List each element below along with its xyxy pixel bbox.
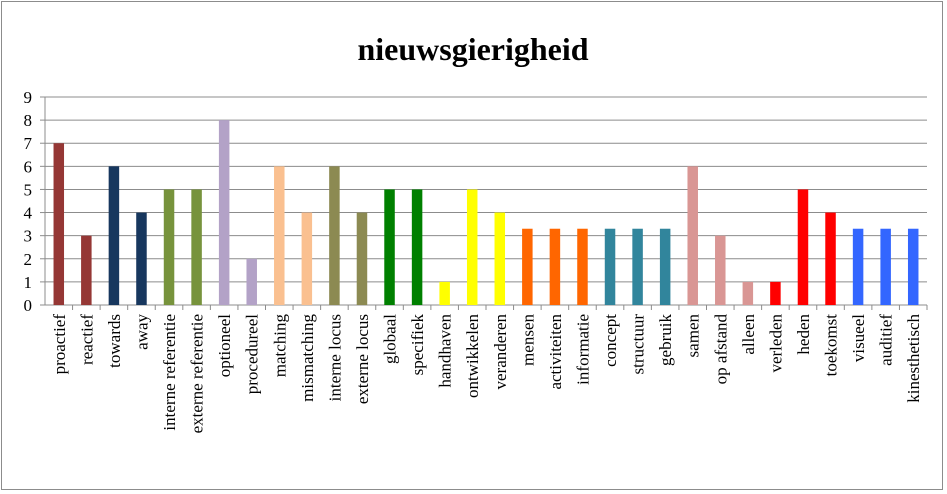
bar-mismatching: [301, 212, 313, 305]
bar-ontwikkelen: [466, 189, 478, 305]
y-tick-label: 1: [24, 273, 33, 292]
x-category-label: auditief: [877, 314, 896, 366]
bar-auditief: [880, 228, 891, 305]
bar-veranderen: [494, 212, 506, 305]
bar-globaal: [384, 189, 395, 305]
bar-concept: [604, 228, 616, 305]
gridlines: [45, 96, 927, 283]
y-tick-label: 0: [24, 296, 33, 315]
bar-procedureel: [246, 258, 257, 305]
bar-samen: [687, 166, 698, 305]
bar-toekomst: [825, 212, 836, 305]
y-tick-labels: 0 1 2 3 4 5 6 7 8 9: [24, 88, 33, 315]
y-tick-label: 5: [24, 180, 33, 199]
chart-title: nieuwsgierigheid: [357, 31, 588, 67]
x-category-label: activiteiten: [546, 314, 565, 390]
bar-visueel: [852, 228, 864, 305]
x-category-label: verleden: [766, 314, 785, 373]
x-category-label: globaal: [381, 314, 400, 364]
bar-away: [136, 212, 147, 305]
y-tick-label: 9: [24, 88, 33, 107]
x-category-label: gebruik: [656, 314, 675, 366]
y-tick-label: 4: [24, 204, 33, 223]
x-category-label: reactief: [77, 314, 96, 365]
bar-kinesthetisch: [907, 228, 919, 305]
bar-interne-locus: [329, 166, 340, 305]
x-category-label: op afstand: [711, 314, 730, 385]
bar-externe-referentie: [191, 189, 202, 305]
x-category-label: concept: [601, 314, 620, 367]
x-category-label: mensen: [518, 314, 537, 366]
x-category-labels: proactief reactief towards away interne refe…: [50, 314, 923, 434]
x-category-label: matching: [270, 314, 289, 378]
bar-structuur: [632, 228, 643, 305]
bar-heden: [797, 189, 809, 305]
bar-interne-referentie: [163, 189, 175, 305]
bar-optioneel: [218, 120, 230, 305]
x-category-label: informatie: [573, 314, 592, 385]
x-category-label: interne referentie: [160, 314, 179, 431]
y-tick-label: 2: [24, 250, 33, 269]
bar-proactief: [53, 143, 65, 305]
bar-verleden: [770, 281, 781, 305]
x-category-label: away: [132, 314, 151, 350]
x-category-label: externe locus: [353, 314, 372, 404]
bar-towards: [108, 166, 120, 305]
x-category-label: toekomst: [822, 314, 841, 377]
bar-matching: [274, 166, 285, 305]
bars: [53, 120, 919, 305]
x-category-label: heden: [794, 314, 813, 355]
x-category-label: interne locus: [325, 314, 344, 401]
x-category-label: kinesthetisch: [904, 314, 923, 403]
bar-gebruik: [659, 228, 671, 305]
bar-mensen: [522, 228, 533, 305]
x-category-label: procedureel: [243, 314, 262, 395]
bar-alleen: [742, 281, 754, 305]
x-category-label: structuur: [629, 314, 648, 375]
bar-activiteiten: [549, 228, 561, 305]
bar-op-afstand: [715, 235, 726, 305]
x-category-label: proactief: [50, 314, 69, 375]
bar-handhaven: [439, 281, 450, 305]
y-tick-label: 7: [24, 134, 33, 153]
x-category-label: externe referentie: [188, 314, 207, 433]
x-category-label: samen: [684, 314, 703, 358]
x-category-label: optioneel: [215, 314, 234, 378]
x-category-label: veranderen: [491, 314, 510, 390]
bar-externe-locus: [356, 212, 368, 305]
x-category-label: alleen: [739, 314, 758, 355]
bar-specifiek: [411, 189, 423, 305]
y-tick-label: 6: [24, 157, 33, 176]
x-category-label: ontwikkelen: [463, 314, 482, 399]
x-category-label: mismatching: [298, 314, 317, 402]
bar-informatie: [577, 228, 588, 305]
bar-reactief: [81, 235, 92, 305]
x-category-label: towards: [105, 314, 124, 368]
x-category-label: visueel: [849, 314, 868, 362]
y-tick-label: 3: [24, 227, 33, 246]
y-tick-label: 8: [24, 111, 33, 130]
x-category-label: handhaven: [436, 314, 455, 388]
x-category-label: specifiek: [408, 314, 427, 376]
